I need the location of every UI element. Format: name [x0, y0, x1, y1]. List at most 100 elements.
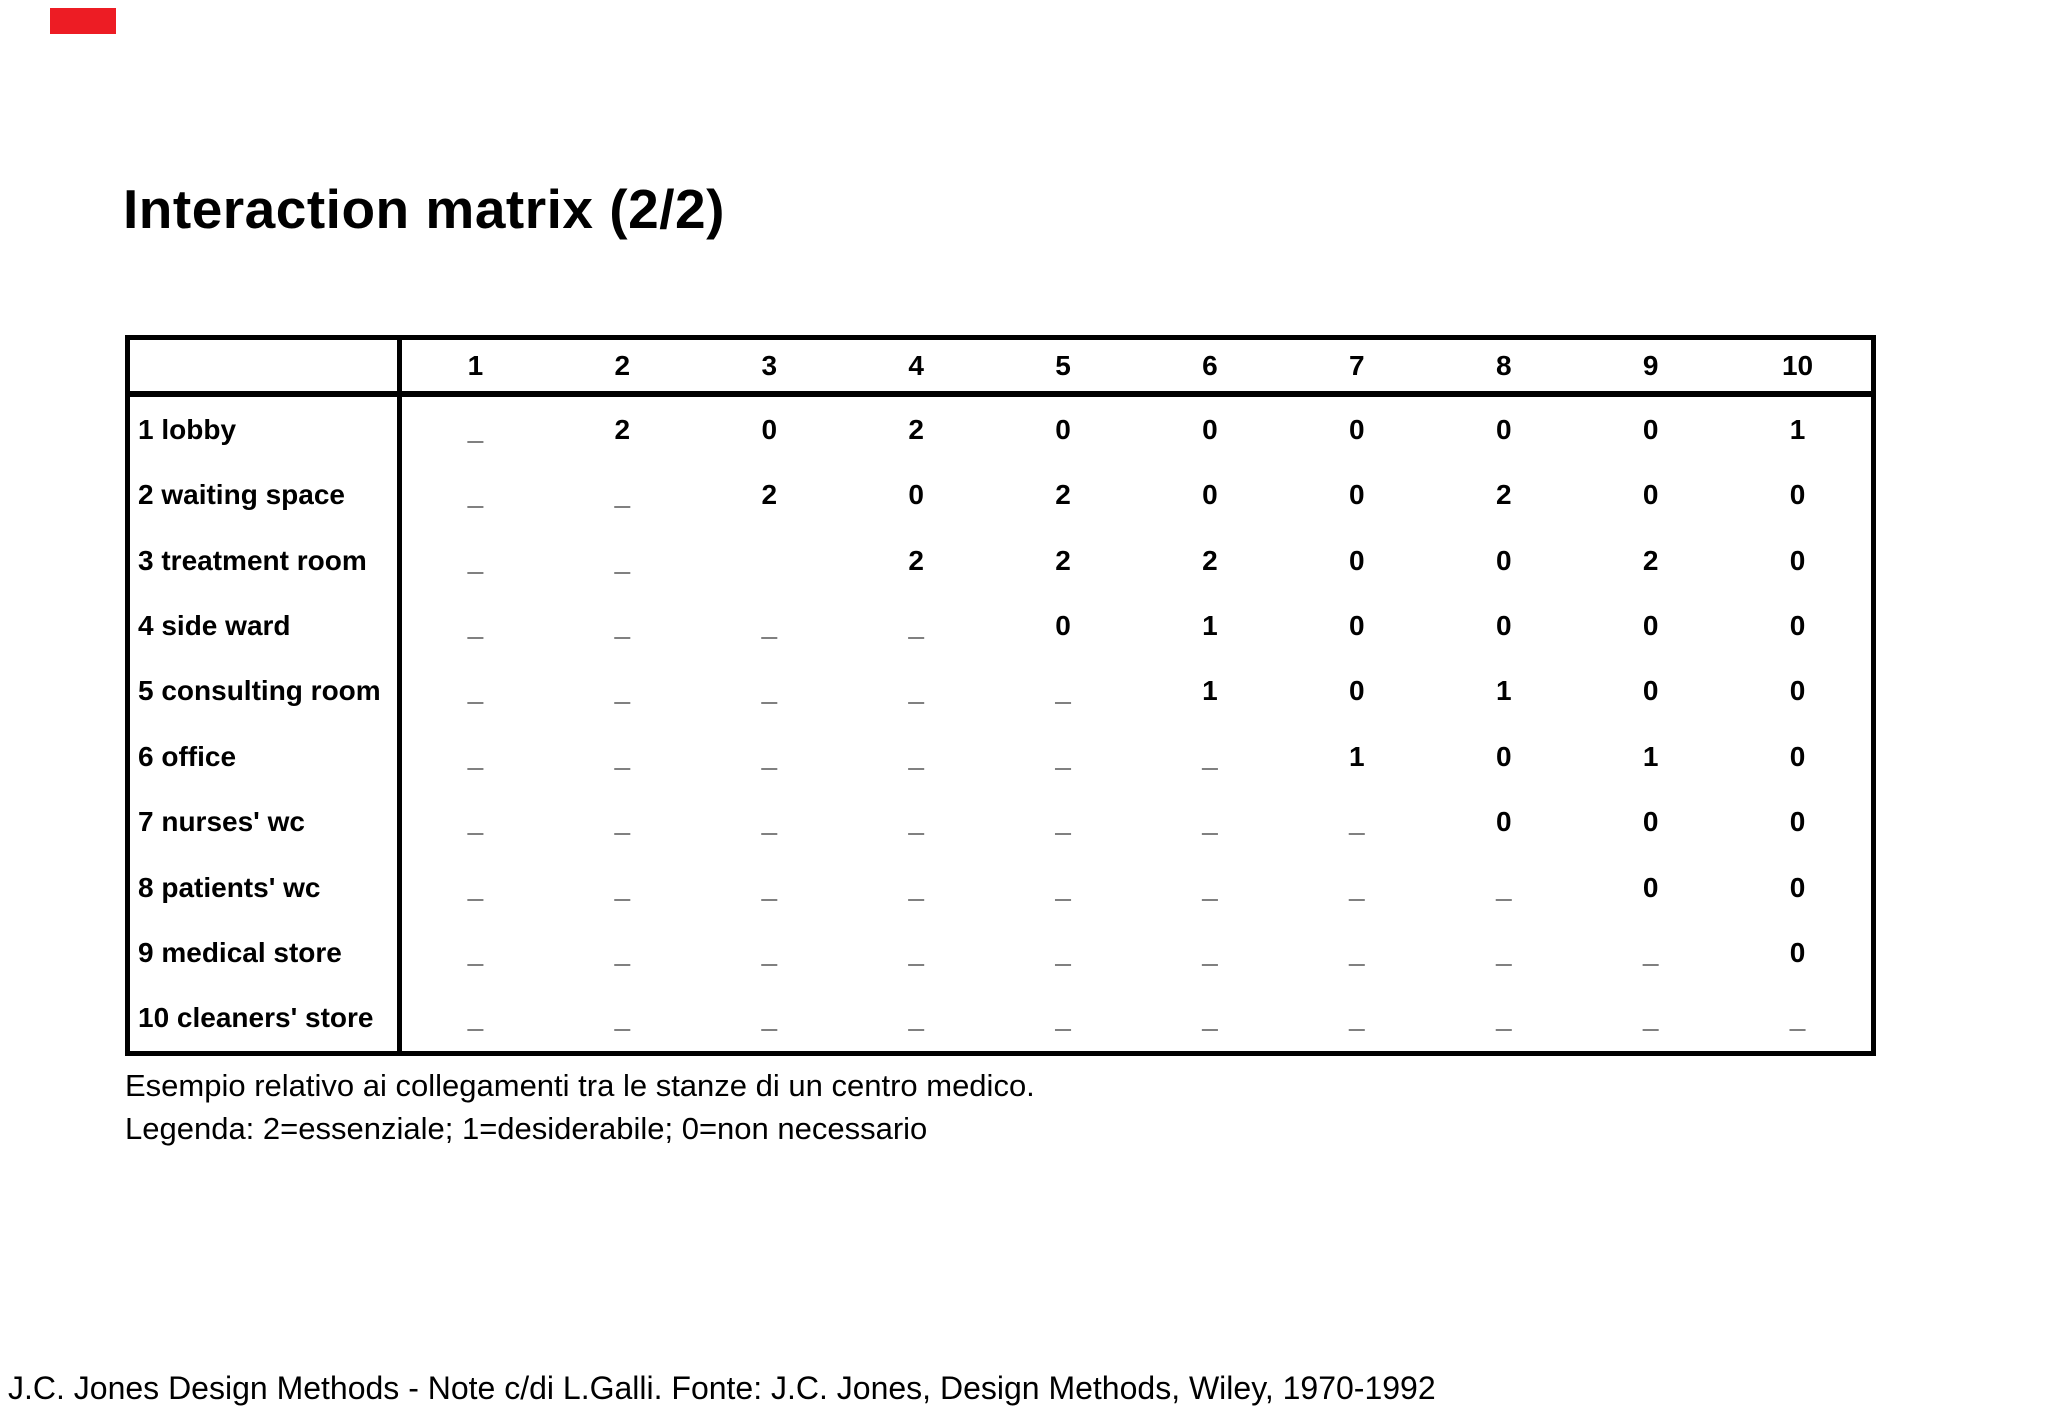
matrix-cell: 1 — [1202, 609, 1218, 641]
caption-example-line: Esempio relativo ai collegamenti tra le … — [125, 1068, 1035, 1103]
matrix-cell: 0 — [1789, 609, 1806, 641]
matrix-cell: 0 — [1495, 413, 1512, 445]
matrix-cell: _ — [467, 413, 484, 445]
matrix-row: 7 nurses' wc _ _ _ _ _ _ _ 0 0 0 — [130, 789, 1871, 855]
matrix-cell: 1 — [1349, 740, 1365, 772]
matrix-row: 10 cleaners' store _ _ _ _ _ _ _ _ _ _ — [130, 985, 1871, 1052]
matrix-column-header: 1 — [467, 349, 484, 381]
matrix-row-label: 7 nurses' wc — [130, 789, 402, 855]
matrix-cell: _ — [1349, 1002, 1365, 1034]
matrix-cell: 1 — [1202, 675, 1218, 707]
matrix-cell: 0 — [1642, 609, 1659, 641]
matrix-cell: 2 — [908, 544, 924, 576]
matrix-column-header: 10 — [1781, 349, 1814, 381]
matrix-cell: _ — [614, 544, 631, 576]
matrix-row-cells: _ _ _ _ _ 1 0 1 0 0 — [402, 659, 1871, 724]
matrix-cell: 0 — [1789, 675, 1806, 707]
matrix-row-label: 1 lobby — [130, 397, 402, 463]
matrix-cell: _ — [761, 609, 778, 641]
matrix-cell: _ — [467, 806, 484, 838]
matrix-cell: _ — [467, 544, 484, 576]
matrix-cell: _ — [1349, 936, 1365, 968]
matrix-cell: _ — [1055, 871, 1071, 903]
matrix-row-cells: _ _ _ _ _ _ _ _ _ _ — [402, 986, 1871, 1051]
matrix-column-header: 3 — [761, 349, 778, 381]
matrix-cell: 1 — [1789, 413, 1806, 445]
matrix-cell: _ — [908, 806, 924, 838]
matrix-corner-cell — [130, 340, 402, 391]
matrix-cell: _ — [467, 609, 484, 641]
matrix-cell: 0 — [1789, 544, 1806, 576]
matrix-cell: _ — [1055, 740, 1071, 772]
matrix-cell — [696, 528, 843, 593]
matrix-row: 8 patients' wc _ _ _ _ _ _ _ _ 0 0 — [130, 854, 1871, 921]
matrix-row-cells: _ 2 0 2 0 0 0 0 0 1 — [402, 397, 1871, 462]
matrix-column-header: 7 — [1349, 349, 1365, 381]
matrix-cell: 0 — [1495, 806, 1512, 838]
matrix-cell: _ — [467, 936, 484, 968]
matrix-row: 5 consulting room _ _ _ _ _ 1 0 1 0 0 — [130, 658, 1871, 725]
matrix-cell: _ — [614, 479, 631, 511]
matrix-cell: _ — [467, 1002, 484, 1034]
matrix-cell: _ — [614, 1002, 631, 1034]
matrix-cell: _ — [761, 675, 778, 707]
matrix-cell: _ — [908, 740, 924, 772]
matrix-cell: 2 — [1055, 479, 1071, 511]
matrix-cell: 0 — [1495, 740, 1512, 772]
matrix-cell: _ — [614, 871, 631, 903]
matrix-cell: _ — [908, 936, 924, 968]
matrix-cell: _ — [761, 871, 778, 903]
matrix-row: 9 medical store _ _ _ _ _ _ _ _ _ 0 — [130, 920, 1871, 986]
matrix-cell: 1 — [1495, 675, 1512, 707]
caption-legend-line: Legenda: 2=essenziale; 1=desiderabile; 0… — [125, 1111, 928, 1146]
matrix-cell: _ — [908, 1002, 924, 1034]
matrix-cell: _ — [908, 609, 924, 641]
matrix-cell: 0 — [908, 479, 924, 511]
matrix-cell: 0 — [1202, 479, 1218, 511]
matrix-row-cells: _ _ _ _ 0 1 0 0 0 0 — [402, 593, 1871, 658]
matrix-cell: _ — [614, 740, 631, 772]
matrix-row-cells: _ _ _ _ _ _ 1 0 1 0 — [402, 724, 1871, 789]
matrix-cell: _ — [908, 675, 924, 707]
matrix-row-label: 3 treatment room — [130, 527, 402, 594]
matrix-cell: _ — [1495, 871, 1512, 903]
matrix-cell: _ — [467, 871, 484, 903]
matrix-cell: 0 — [1789, 806, 1806, 838]
matrix-cell: 2 — [1055, 544, 1071, 576]
matrix-column-header: 2 — [614, 349, 631, 381]
matrix-cell: _ — [1349, 871, 1365, 903]
matrix-cell: _ — [1055, 806, 1071, 838]
matrix-cell: 0 — [1495, 544, 1512, 576]
interaction-matrix-table: 1 2 3 4 5 6 7 8 9 10 1 lobby _ 2 0 2 0 0 0 0 0 1 2 waiting s… — [125, 335, 1876, 1056]
red-accent-mark — [50, 8, 116, 34]
matrix-row-label: 5 consulting room — [130, 658, 402, 725]
matrix-cell: _ — [1642, 936, 1659, 968]
matrix-cell: _ — [614, 936, 631, 968]
matrix-row-cells: _ _ _ _ _ _ _ _ 0 0 — [402, 855, 1871, 920]
matrix-row-label: 6 office — [130, 724, 402, 790]
matrix-cell: 0 — [1789, 871, 1806, 903]
matrix-cell: 0 — [1349, 609, 1365, 641]
matrix-row: 1 lobby _ 2 0 2 0 0 0 0 0 1 — [130, 397, 1871, 463]
matrix-cell: 2 — [908, 413, 924, 445]
matrix-cell: _ — [908, 871, 924, 903]
matrix-cell: _ — [467, 740, 484, 772]
matrix-cell: 0 — [1789, 479, 1806, 511]
matrix-cell: 0 — [1789, 936, 1806, 968]
matrix-body: 1 lobby _ 2 0 2 0 0 0 0 0 1 2 waiting space _ _ 2 0 2 0 0 2… — [130, 397, 1871, 1052]
matrix-cell: _ — [614, 806, 631, 838]
matrix-cell: _ — [1495, 1002, 1512, 1034]
matrix-row-cells: _ _ 2 0 2 0 0 2 0 0 — [402, 462, 1871, 527]
matrix-cell: _ — [467, 675, 484, 707]
matrix-cell: _ — [1202, 936, 1218, 968]
matrix-column-header: 9 — [1642, 349, 1659, 381]
matrix-row-label: 2 waiting space — [130, 462, 402, 528]
matrix-cell: _ — [1202, 1002, 1218, 1034]
table-caption: Esempio relativo ai collegamenti tra le … — [125, 1064, 1035, 1150]
matrix-cell: _ — [614, 675, 631, 707]
matrix-cell: _ — [761, 806, 778, 838]
matrix-row: 2 waiting space _ _ 2 0 2 0 0 2 0 0 — [130, 462, 1871, 528]
matrix-cell: _ — [1202, 806, 1218, 838]
matrix-cell: 2 — [614, 413, 631, 445]
matrix-cell: _ — [761, 740, 778, 772]
